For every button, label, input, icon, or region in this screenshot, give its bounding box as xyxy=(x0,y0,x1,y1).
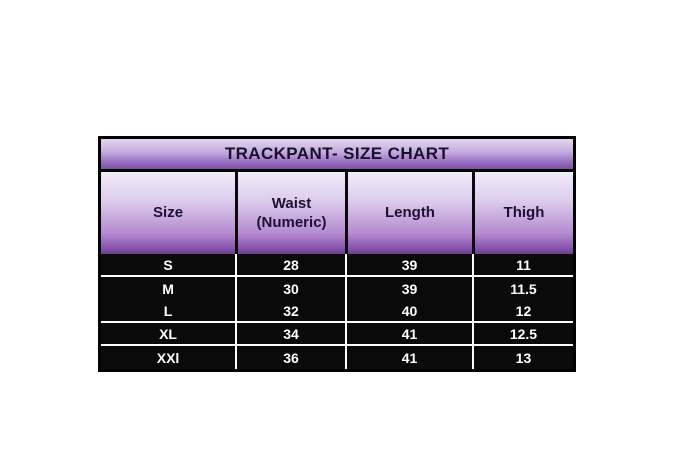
cell-size: M xyxy=(162,280,174,297)
cell-thigh: 11 xyxy=(471,254,573,275)
table-row-xl: XL 34 41 12.5 xyxy=(101,323,573,346)
cell-length: 40 xyxy=(345,300,472,321)
cell-length: 39 xyxy=(345,254,472,275)
table-row-m: M 30 39 11.5 xyxy=(101,277,573,300)
table-row-xxl: XXl 36 41 13 xyxy=(101,346,573,369)
cell-waist: 32 xyxy=(235,300,345,321)
cell-thigh: 12.5 xyxy=(471,323,573,344)
column-header-length: Length xyxy=(345,172,472,254)
column-header-thigh: Thigh xyxy=(471,172,573,254)
cell-waist: 34 xyxy=(235,323,345,344)
cell-length: 41 xyxy=(345,323,472,344)
size-chart-title-bar: TRACKPANT- SIZE CHART xyxy=(101,139,573,172)
table-body: S 28 39 11 M 30 39 11.5 L 32 40 12 XL 34… xyxy=(101,254,573,369)
cell-waist: 28 xyxy=(235,254,345,275)
cell-length: 39 xyxy=(345,277,472,300)
cell-waist: 30 xyxy=(235,277,345,300)
cell-waist: 36 xyxy=(235,346,345,369)
cell-thigh: 11.5 xyxy=(471,277,573,300)
table-header-row: Size Waist (Numeric) Length Thigh xyxy=(101,172,573,254)
column-header-size: Size xyxy=(153,204,184,222)
size-chart-title: TRACKPANT- SIZE CHART xyxy=(224,144,450,163)
table-row-l: L 32 40 12 xyxy=(101,300,573,323)
table-row-s: S 28 39 11 xyxy=(101,254,573,277)
cell-length: 41 xyxy=(345,346,472,369)
cell-thigh: 12 xyxy=(471,300,573,321)
cell-thigh: 13 xyxy=(471,346,573,369)
cell-size: L xyxy=(163,302,173,319)
cell-size: XL xyxy=(159,325,177,342)
cell-size: S xyxy=(163,256,173,273)
cell-size: XXl xyxy=(156,349,180,366)
size-chart-table: TRACKPANT- SIZE CHART Size Waist (Numeri… xyxy=(98,136,576,372)
column-header-waist: Waist (Numeric) xyxy=(235,172,345,254)
